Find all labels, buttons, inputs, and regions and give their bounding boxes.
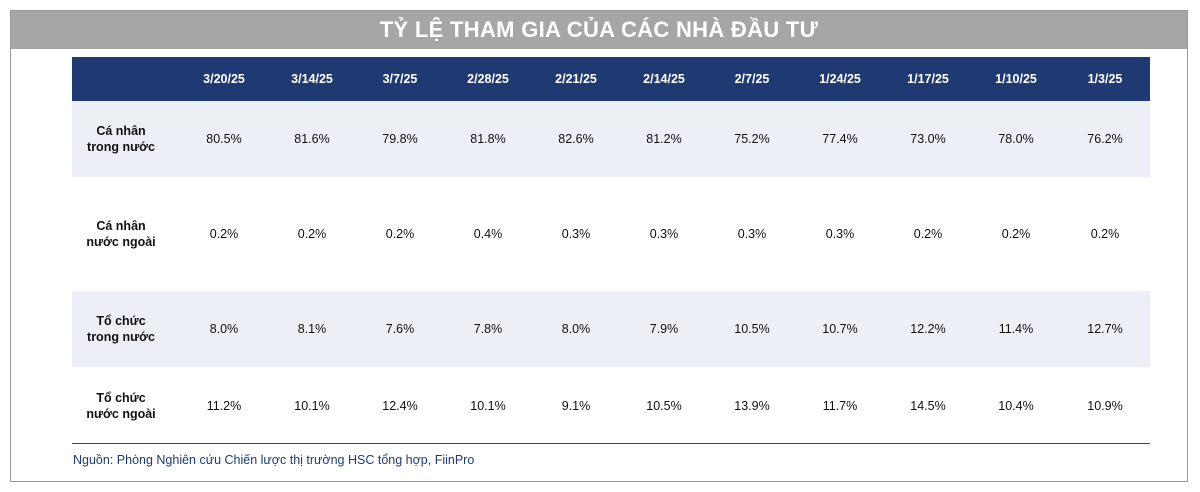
table-cell: 10.7% bbox=[796, 291, 884, 367]
table-cell: 8.0% bbox=[532, 291, 620, 367]
table-row: Cá nhân nước ngoài 0.2% 0.2% 0.2% 0.4% 0… bbox=[72, 177, 1150, 291]
table-row: Tổ chức trong nước 8.0% 8.1% 7.6% 7.8% 8… bbox=[72, 291, 1150, 367]
header-cell-date: 1/10/25 bbox=[972, 57, 1060, 101]
table-cell: 0.4% bbox=[444, 177, 532, 291]
row-label: Cá nhân trong nước bbox=[72, 101, 180, 177]
row-label: Cá nhân nước ngoài bbox=[72, 177, 180, 291]
table-cell: 10.1% bbox=[444, 367, 532, 445]
header-row: 3/20/25 3/14/25 3/7/25 2/28/25 2/21/25 2… bbox=[72, 57, 1150, 101]
table-cell: 12.7% bbox=[1060, 291, 1150, 367]
table-cell: 0.2% bbox=[268, 177, 356, 291]
row-label: Tổ chức trong nước bbox=[72, 291, 180, 367]
table-cell: 0.3% bbox=[796, 177, 884, 291]
table-cell: 75.2% bbox=[708, 101, 796, 177]
report-title: TỶ LỆ THAM GIA CỦA CÁC NHÀ ĐẦU TƯ bbox=[11, 11, 1187, 49]
table-cell: 79.8% bbox=[356, 101, 444, 177]
table-row: Tổ chức nước ngoài 11.2% 10.1% 12.4% 10.… bbox=[72, 367, 1150, 445]
table-cell: 8.0% bbox=[180, 291, 268, 367]
table-row: Cá nhân trong nước 80.5% 81.6% 79.8% 81.… bbox=[72, 101, 1150, 177]
header-cell-date: 2/28/25 bbox=[444, 57, 532, 101]
table-cell: 7.9% bbox=[620, 291, 708, 367]
table-cell: 73.0% bbox=[884, 101, 972, 177]
table-cell: 0.2% bbox=[356, 177, 444, 291]
table-cell: 12.2% bbox=[884, 291, 972, 367]
table-cell: 81.8% bbox=[444, 101, 532, 177]
table-cell: 0.2% bbox=[1060, 177, 1150, 291]
table-cell: 0.2% bbox=[884, 177, 972, 291]
header-cell-date: 2/21/25 bbox=[532, 57, 620, 101]
table-cell: 11.7% bbox=[796, 367, 884, 445]
table-cell: 10.9% bbox=[1060, 367, 1150, 445]
table-cell: 81.6% bbox=[268, 101, 356, 177]
table-cell: 11.2% bbox=[180, 367, 268, 445]
table-cell: 80.5% bbox=[180, 101, 268, 177]
table-cell: 78.0% bbox=[972, 101, 1060, 177]
table-cell: 7.8% bbox=[444, 291, 532, 367]
table-cell: 14.5% bbox=[884, 367, 972, 445]
header-cell-date: 3/20/25 bbox=[180, 57, 268, 101]
table-cell: 13.9% bbox=[708, 367, 796, 445]
table-cell: 12.4% bbox=[356, 367, 444, 445]
report-frame: TỶ LỆ THAM GIA CỦA CÁC NHÀ ĐẦU TƯ 3/20/2… bbox=[10, 10, 1188, 482]
table-cell: 76.2% bbox=[1060, 101, 1150, 177]
table-cell: 10.5% bbox=[620, 367, 708, 445]
table-cell: 77.4% bbox=[796, 101, 884, 177]
header-cell-date: 1/24/25 bbox=[796, 57, 884, 101]
row-label: Tổ chức nước ngoài bbox=[72, 367, 180, 445]
table-cell: 10.1% bbox=[268, 367, 356, 445]
table-cell: 8.1% bbox=[268, 291, 356, 367]
table-cell: 10.4% bbox=[972, 367, 1060, 445]
header-cell-date: 3/7/25 bbox=[356, 57, 444, 101]
table-cell: 0.2% bbox=[972, 177, 1060, 291]
table-cell: 0.3% bbox=[708, 177, 796, 291]
table-cell: 0.3% bbox=[532, 177, 620, 291]
table-cell: 11.4% bbox=[972, 291, 1060, 367]
table-cell: 10.5% bbox=[708, 291, 796, 367]
header-cell-date: 1/3/25 bbox=[1060, 57, 1150, 101]
header-cell-date: 1/17/25 bbox=[884, 57, 972, 101]
table-cell: 82.6% bbox=[532, 101, 620, 177]
source-note: Nguồn: Phòng Nghiên cứu Chiến lược thị t… bbox=[73, 453, 475, 467]
header-cell-date: 2/7/25 bbox=[708, 57, 796, 101]
table-cell: 7.6% bbox=[356, 291, 444, 367]
header-cell-date: 2/14/25 bbox=[620, 57, 708, 101]
participation-table: 3/20/25 3/14/25 3/7/25 2/28/25 2/21/25 2… bbox=[72, 57, 1150, 445]
table-cell: 9.1% bbox=[532, 367, 620, 445]
table-cell: 81.2% bbox=[620, 101, 708, 177]
source-divider bbox=[72, 443, 1150, 444]
header-cell-date: 3/14/25 bbox=[268, 57, 356, 101]
table-cell: 0.3% bbox=[620, 177, 708, 291]
table-cell: 0.2% bbox=[180, 177, 268, 291]
header-cell-label bbox=[72, 57, 180, 101]
